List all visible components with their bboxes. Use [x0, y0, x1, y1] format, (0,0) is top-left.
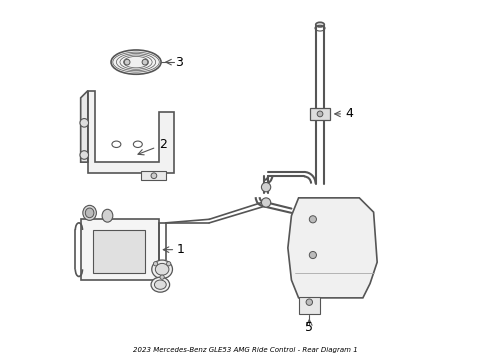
Circle shape: [124, 59, 130, 65]
Polygon shape: [81, 91, 88, 162]
Text: 3: 3: [175, 55, 183, 69]
Ellipse shape: [151, 277, 170, 292]
Circle shape: [306, 299, 313, 305]
Circle shape: [80, 151, 89, 159]
Ellipse shape: [316, 22, 324, 27]
Circle shape: [80, 118, 89, 127]
Ellipse shape: [111, 50, 161, 74]
Circle shape: [309, 251, 317, 258]
Text: 2: 2: [159, 139, 167, 152]
Circle shape: [262, 198, 270, 207]
Ellipse shape: [102, 209, 113, 222]
Circle shape: [262, 183, 270, 192]
Polygon shape: [288, 198, 377, 298]
Ellipse shape: [154, 280, 166, 289]
Text: 1: 1: [177, 243, 185, 256]
Text: 4: 4: [346, 107, 354, 120]
Ellipse shape: [155, 264, 169, 275]
Ellipse shape: [85, 208, 94, 218]
Circle shape: [142, 59, 148, 65]
Bar: [298, 297, 320, 314]
Bar: [93, 230, 145, 273]
Circle shape: [151, 173, 157, 179]
Circle shape: [153, 262, 158, 266]
Bar: [142, 171, 167, 180]
Ellipse shape: [152, 260, 172, 279]
Circle shape: [309, 216, 317, 223]
Circle shape: [317, 111, 323, 117]
Text: 5: 5: [305, 321, 313, 334]
Polygon shape: [88, 91, 173, 173]
Ellipse shape: [83, 205, 97, 220]
Bar: [310, 108, 330, 120]
Circle shape: [160, 275, 164, 279]
Text: 2023 Mercedes-Benz GLE53 AMG Ride Control - Rear Diagram 1: 2023 Mercedes-Benz GLE53 AMG Ride Contro…: [133, 347, 357, 353]
Bar: [81, 219, 159, 280]
Circle shape: [167, 262, 171, 266]
